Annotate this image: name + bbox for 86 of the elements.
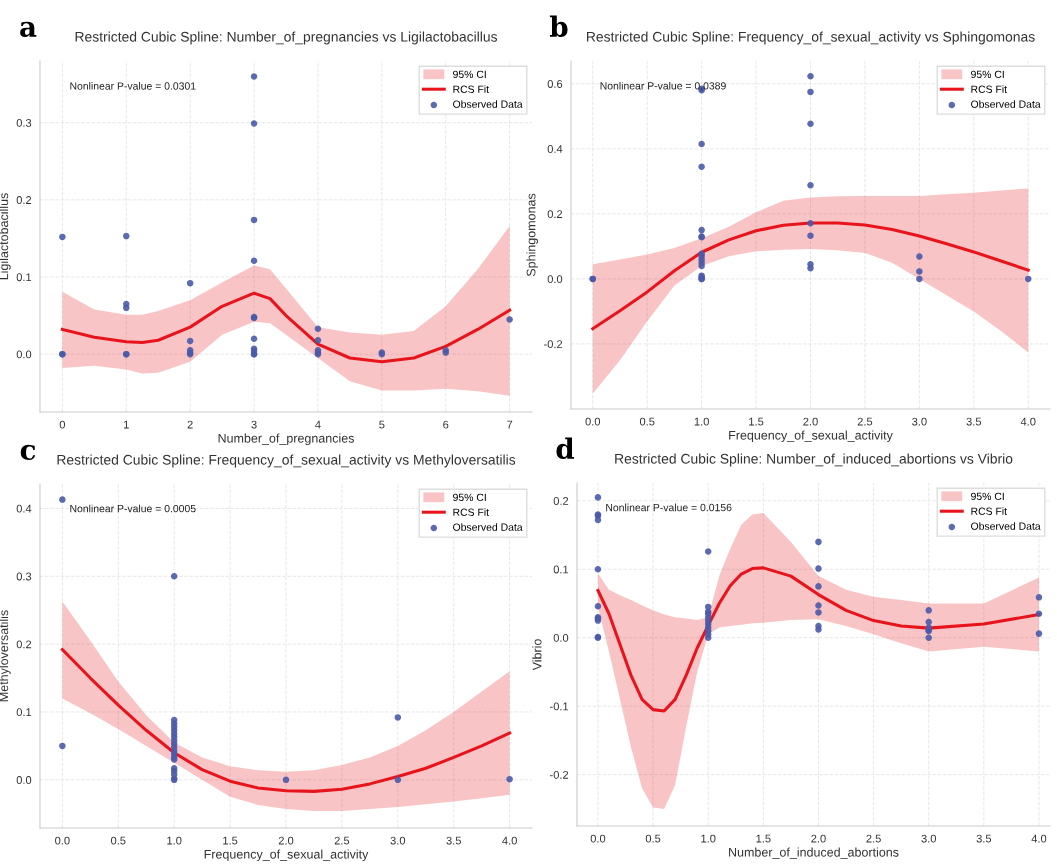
x-tick-label: 3 xyxy=(251,420,257,429)
y-tick-label: -0.2 xyxy=(544,340,563,349)
y-tick-label: -0.2 xyxy=(550,770,569,779)
chart-title: Restricted Cubic Spline: Frequency_of_sexual_activity vs Sphingomonas xyxy=(587,31,1035,45)
x-tick-label: 1.0 xyxy=(167,836,182,845)
x-axis-title: Number_of_pregnancies xyxy=(218,433,354,446)
y-tick-label: 0.0 xyxy=(16,350,32,359)
x-tick-label: 3.5 xyxy=(446,836,461,845)
x-tick-label: 2.5 xyxy=(866,834,881,843)
y-tick-label: 0.1 xyxy=(553,565,569,574)
y-tick-label: 0.1 xyxy=(16,708,32,717)
x-tick-label: 2.0 xyxy=(811,834,826,843)
y-tick-label: 0.2 xyxy=(553,497,569,505)
x-axis-title: Frequency_of_sexual_activity xyxy=(729,430,893,443)
x-tick-label: 1.0 xyxy=(701,834,716,843)
text: b xyxy=(549,15,568,38)
x-tick-label: 3.0 xyxy=(390,836,406,845)
x-tick-label: 1.5 xyxy=(749,417,764,426)
x-tick-label: 1 xyxy=(124,420,129,429)
x-tick-label: 3.5 xyxy=(976,834,992,843)
legend-label: RCS Fit xyxy=(971,507,1007,515)
y-axis-title: Methyloversatilis xyxy=(0,610,11,702)
annotation: Nonlinear P-value = 0.0389 xyxy=(600,81,726,90)
x-tick-label: 0.0 xyxy=(585,417,601,426)
text: a xyxy=(20,21,37,38)
x-tick-label: 2 xyxy=(187,420,193,429)
legend-label: Observed Data xyxy=(971,522,1041,530)
x-tick-label: 3.5 xyxy=(966,417,982,426)
annotation: 95% CI xyxy=(453,493,486,502)
x-tick-label: 6 xyxy=(443,420,449,429)
y-axis-title: Vibrio xyxy=(532,639,542,671)
chart-title: Restricted Cubic Spline: Number_of_induced_abortions vs Vibrio xyxy=(615,453,1013,467)
y-tick-label: 0.4 xyxy=(16,504,32,513)
y-tick-label: -0.1 xyxy=(550,702,569,711)
x-tick-label: 1.0 xyxy=(694,417,709,426)
x-tick-label: 2.0 xyxy=(803,417,818,426)
y-tick-label: 0.3 xyxy=(16,118,32,127)
y-axis-title: Sphingomonas xyxy=(526,193,538,277)
annotation: Nonlinear P-value = 0.0005 xyxy=(70,504,196,513)
legend-label: Observed Data xyxy=(453,523,523,531)
x-tick-label: 7 xyxy=(507,420,513,429)
x-tick-label: 1.5 xyxy=(223,836,238,845)
x-tick-label: 2.5 xyxy=(857,417,873,426)
x-tick-label: 0.5 xyxy=(110,836,126,845)
chart-title: Restricted Cubic Spline: Number_of_pregnancies vs Ligilactobacillus xyxy=(75,31,498,45)
x-axis-title: Frequency_of_sexual_activity xyxy=(204,849,369,862)
y-tick-label: 0.4 xyxy=(547,145,563,153)
annotation: Nonlinear P-value = 0.0156 xyxy=(606,503,732,512)
annotation: 95% CI xyxy=(971,492,1004,501)
legend-label: Observed Data xyxy=(453,100,523,108)
annotation: 95% CI xyxy=(453,70,486,79)
x-tick-label: 3.0 xyxy=(912,417,927,426)
annotation: 95% CI xyxy=(971,70,1004,79)
x-axis-title: Number_of_induced_abortions xyxy=(729,847,899,860)
y-tick-label: 0.1 xyxy=(16,273,32,282)
x-tick-label: 0.0 xyxy=(55,836,70,845)
y-tick-label: 0.2 xyxy=(547,210,563,218)
x-tick-label: 4 xyxy=(315,420,321,429)
y-tick-label: 0.0 xyxy=(16,776,32,784)
x-tick-label: 4.0 xyxy=(1031,834,1047,843)
legend-label: RCS Fit xyxy=(971,85,1007,93)
y-tick-label: 0.6 xyxy=(547,80,563,88)
legend-label: RCS Fit xyxy=(453,508,489,516)
y-tick-label: 0.2 xyxy=(16,640,32,649)
y-axis-title: Ligilactobacillus xyxy=(0,193,11,280)
annotation: Nonlinear P-value = 0.0301 xyxy=(70,82,196,90)
chart-title: Restricted Cubic Spline: Frequency_of_sexual_activity vs Methyloversatilis xyxy=(57,454,516,468)
y-tick-label: 0.0 xyxy=(547,275,563,284)
legend-label: RCS Fit xyxy=(453,85,489,93)
text: d xyxy=(556,437,575,460)
x-tick-label: 0.0 xyxy=(590,834,606,843)
y-tick-label: 0.2 xyxy=(16,196,32,204)
x-tick-label: 3.0 xyxy=(921,834,937,843)
legend-label: Observed Data xyxy=(971,100,1041,108)
x-tick-label: 2.5 xyxy=(334,836,350,845)
text: c xyxy=(20,444,36,461)
x-tick-label: 5 xyxy=(379,420,385,429)
x-tick-label: 0.5 xyxy=(639,417,655,426)
x-tick-label: 2.0 xyxy=(278,836,294,845)
y-tick-label: 0.3 xyxy=(16,572,32,581)
x-tick-label: 4.0 xyxy=(1020,417,1036,426)
x-tick-label: 0 xyxy=(59,420,66,429)
x-tick-label: 0.5 xyxy=(645,834,661,843)
y-tick-label: 0.0 xyxy=(553,633,569,642)
x-tick-label: 4.0 xyxy=(502,836,517,845)
x-tick-label: 1.5 xyxy=(756,834,771,843)
